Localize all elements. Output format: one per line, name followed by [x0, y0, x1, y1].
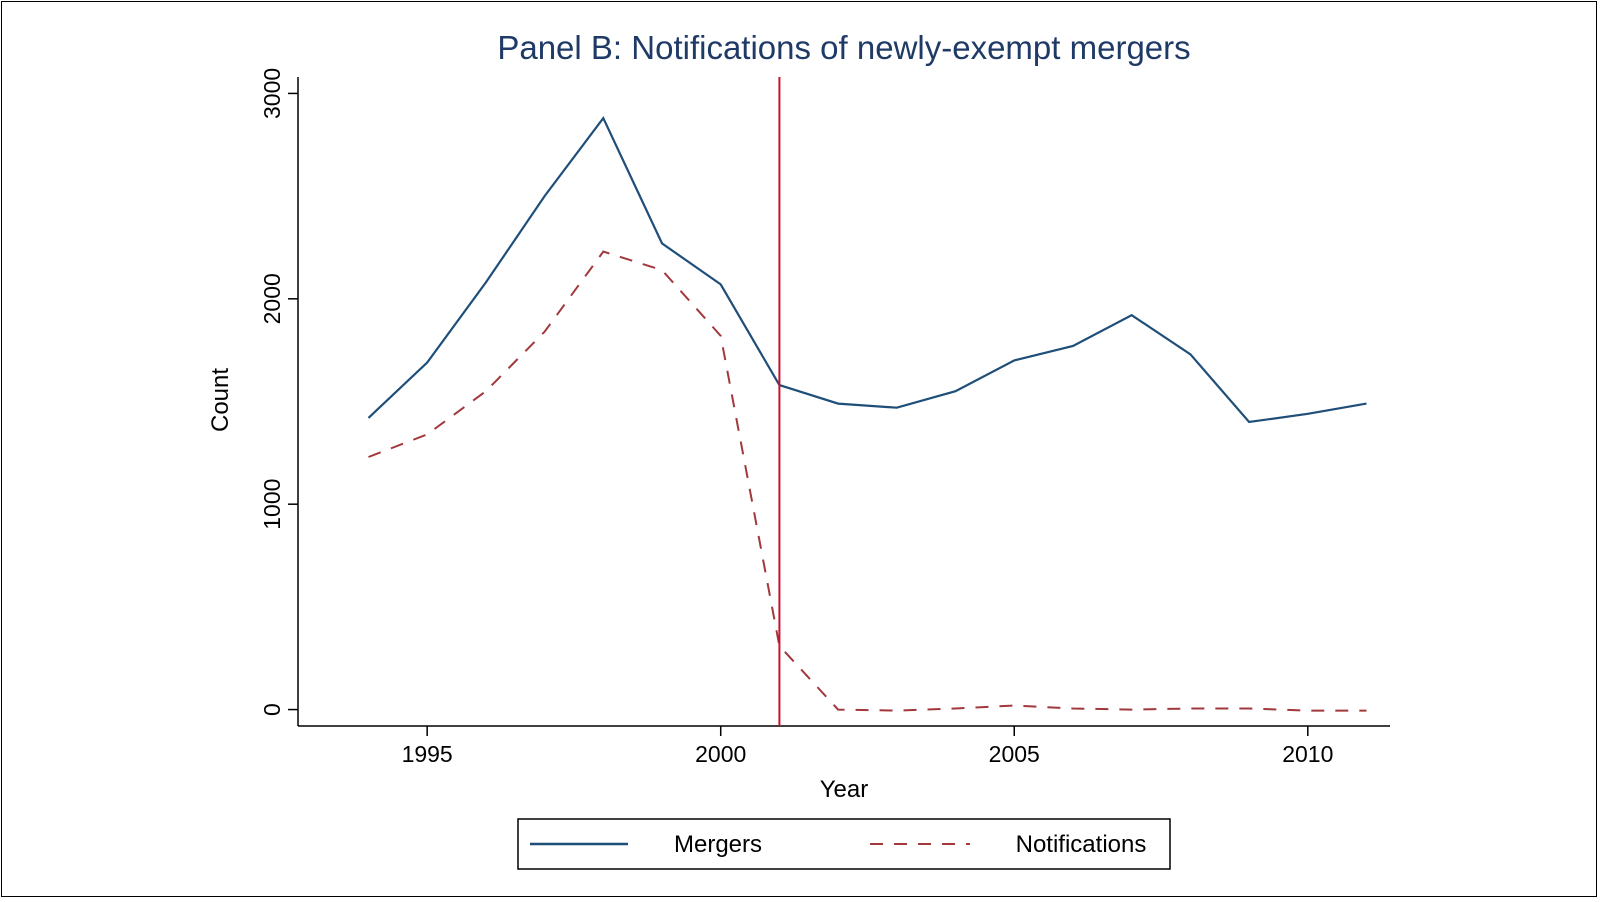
x-ticks: 1995 2000 2005 2010	[402, 726, 1333, 767]
series-layer	[367, 115, 1367, 712]
y-tick-label-0: 0	[259, 703, 285, 716]
x-tick-label-2000: 2000	[695, 741, 746, 767]
y-tick-label-1000: 1000	[259, 479, 285, 530]
legend-mergers-label: Mergers	[674, 831, 762, 858]
y-ticks: 0 1000 2000 3000	[259, 68, 298, 716]
x-tick-label-2005: 2005	[989, 741, 1040, 767]
y-tick-label-2000: 2000	[259, 273, 285, 324]
x-axis-title: Year	[820, 776, 869, 803]
legend-notifications-label: Notifications	[1016, 831, 1147, 858]
axes	[297, 77, 1390, 727]
chart-title: Panel B: Notifications of newly-exempt m…	[497, 29, 1190, 66]
y-axis-title: Count	[207, 368, 234, 432]
legend: Mergers Notifications	[517, 818, 1171, 870]
x-tick-label-1995: 1995	[402, 741, 453, 767]
y-tick-label-3000: 3000	[259, 68, 285, 119]
series-line-mergers	[367, 115, 1367, 424]
series-line-notifications	[368, 250, 1367, 712]
x-tick-label-2010: 2010	[1282, 741, 1333, 767]
